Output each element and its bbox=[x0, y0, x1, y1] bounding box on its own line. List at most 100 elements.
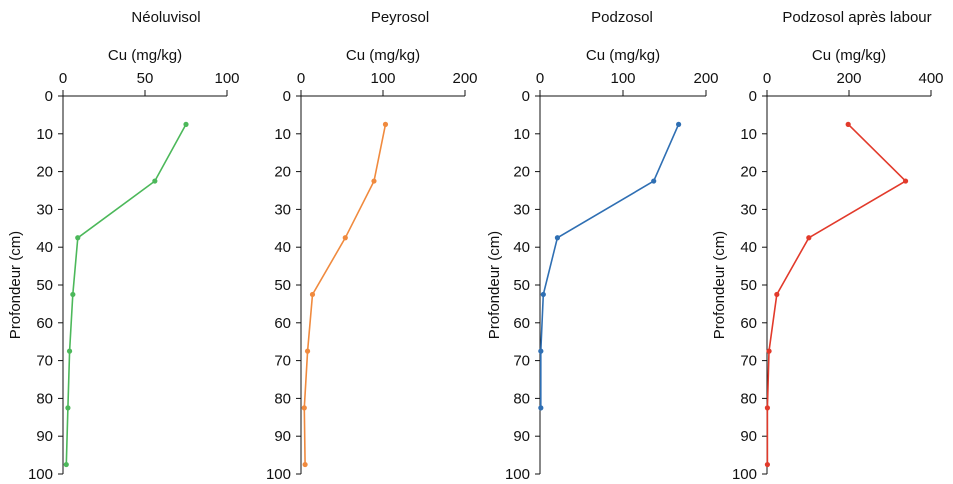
y-tick-label: 50 bbox=[274, 277, 291, 294]
y-tick-label: 0 bbox=[45, 88, 53, 105]
panel-3: Podzosol Cu (mg/kg) 0 100 200 0 10 20 30 40 50 60 70… bbox=[486, 9, 719, 483]
x-tick-label: 0 bbox=[297, 70, 305, 87]
data-point bbox=[676, 121, 682, 127]
y-tick-label: 20 bbox=[36, 164, 53, 181]
y-tick-label: 20 bbox=[274, 164, 291, 181]
y-tick-label: 10 bbox=[513, 126, 530, 143]
x-tick-label: 200 bbox=[693, 70, 718, 87]
panel-1: Néoluvisol Cu (mg/kg) 0 50 100 0 10 20 30 40 50 60 7… bbox=[7, 9, 240, 483]
data-point bbox=[538, 405, 544, 411]
x-tick-label: 400 bbox=[918, 70, 943, 87]
panel-title: Podzosol bbox=[591, 9, 653, 26]
series-line bbox=[65, 123, 187, 465]
y-tick-label: 20 bbox=[740, 164, 757, 181]
x-axis-title: Cu (mg/kg) bbox=[586, 47, 660, 64]
data-point bbox=[309, 291, 316, 298]
x-tick-label: 0 bbox=[59, 70, 67, 87]
x-axis-title: Cu (mg/kg) bbox=[812, 47, 886, 64]
x-tick-label: 50 bbox=[137, 70, 154, 87]
y-tick-label: 80 bbox=[740, 390, 757, 407]
data-point bbox=[764, 461, 771, 468]
y-axis-title: Profondeur (cm) bbox=[7, 231, 24, 339]
y-tick-label: 40 bbox=[36, 239, 53, 256]
y-tick-label: 90 bbox=[274, 428, 291, 445]
data-point bbox=[152, 178, 158, 184]
y-tick-label: 10 bbox=[36, 126, 53, 143]
y-tick-label: 30 bbox=[740, 201, 757, 218]
data-point bbox=[538, 348, 544, 354]
y-tick-label: 100 bbox=[732, 466, 757, 483]
y-tick-label: 0 bbox=[749, 88, 757, 105]
y-tick-label: 10 bbox=[740, 126, 757, 143]
data-point bbox=[301, 405, 307, 411]
y-tick-label: 30 bbox=[513, 201, 530, 218]
data-point bbox=[183, 121, 189, 127]
y-tick-label: 30 bbox=[274, 201, 291, 218]
y-tick-label: 60 bbox=[513, 315, 530, 332]
y-tick-label: 100 bbox=[28, 466, 53, 483]
y-tick-label: 60 bbox=[36, 315, 53, 332]
x-tick-label: 0 bbox=[536, 70, 544, 87]
y-tick-label: 70 bbox=[740, 353, 757, 370]
panel-title: Néoluvisol bbox=[131, 9, 200, 26]
data-point bbox=[806, 235, 812, 241]
data-point bbox=[845, 121, 851, 127]
x-tick-label: 200 bbox=[836, 70, 861, 87]
x-tick-label: 200 bbox=[452, 70, 477, 87]
y-tick-label: 90 bbox=[740, 428, 757, 445]
panel-title: Podzosol après labour bbox=[782, 9, 931, 26]
x-tick-label: 100 bbox=[610, 70, 635, 87]
y-tick-label: 100 bbox=[505, 466, 530, 483]
series-line bbox=[303, 124, 387, 465]
y-tick-label: 40 bbox=[740, 239, 757, 256]
y-tick-label: 10 bbox=[274, 126, 291, 143]
y-tick-label: 40 bbox=[513, 239, 530, 256]
data-point bbox=[75, 235, 81, 241]
data-point bbox=[554, 235, 561, 241]
x-tick-label: 100 bbox=[214, 70, 239, 87]
y-tick-label: 80 bbox=[36, 390, 53, 407]
series-line bbox=[766, 123, 907, 465]
data-point bbox=[65, 405, 71, 411]
y-tick-label: 50 bbox=[513, 277, 530, 294]
panel-title: Peyrosol bbox=[371, 9, 429, 26]
x-axis-title: Cu (mg/kg) bbox=[346, 47, 420, 64]
data-point bbox=[902, 178, 909, 184]
data-point bbox=[304, 348, 311, 354]
y-tick-label: 90 bbox=[513, 428, 530, 445]
panel-2: Peyrosol Cu (mg/kg) 0 100 200 0 10 20 30 40 50 60 70… bbox=[266, 9, 478, 483]
y-axis-title: Profondeur (cm) bbox=[711, 231, 728, 339]
data-point bbox=[63, 461, 69, 468]
panel-4: Podzosol après labour Cu (mg/kg) 0 200 400 0 1… bbox=[711, 9, 944, 483]
y-tick-label: 50 bbox=[740, 277, 757, 294]
y-tick-label: 70 bbox=[274, 353, 291, 370]
y-tick-label: 0 bbox=[522, 88, 530, 105]
y-tick-label: 20 bbox=[513, 164, 530, 181]
data-point bbox=[382, 121, 389, 127]
data-point bbox=[764, 405, 771, 411]
data-point bbox=[342, 235, 348, 241]
y-tick-label: 70 bbox=[36, 353, 53, 370]
y-tick-label: 30 bbox=[36, 201, 53, 218]
y-tick-label: 50 bbox=[36, 277, 53, 294]
y-tick-label: 100 bbox=[266, 466, 291, 483]
y-axis-title: Profondeur (cm) bbox=[486, 231, 503, 339]
y-tick-label: 0 bbox=[283, 88, 291, 105]
data-point bbox=[540, 291, 546, 298]
y-tick-label: 60 bbox=[274, 315, 291, 332]
x-tick-label: 0 bbox=[763, 70, 771, 87]
data-point bbox=[371, 178, 377, 184]
y-tick-label: 80 bbox=[513, 390, 530, 407]
data-point bbox=[302, 461, 308, 468]
data-point bbox=[70, 291, 76, 298]
data-point bbox=[66, 348, 73, 354]
y-tick-label: 80 bbox=[274, 390, 291, 407]
data-point bbox=[766, 348, 772, 354]
y-tick-label: 60 bbox=[740, 315, 757, 332]
series-line bbox=[539, 123, 680, 408]
x-axis-title: Cu (mg/kg) bbox=[108, 47, 182, 64]
y-tick-label: 90 bbox=[36, 428, 53, 445]
y-tick-label: 70 bbox=[513, 353, 530, 370]
data-point bbox=[651, 178, 657, 184]
